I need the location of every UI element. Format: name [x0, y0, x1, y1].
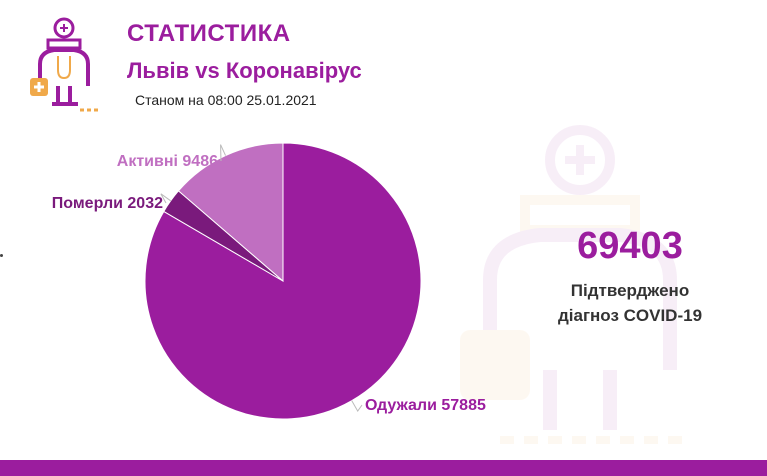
pie-slice-label: Активні 9486: [117, 153, 218, 170]
pie-slice: [177, 142, 284, 283]
caption-line-2: діагноз COVID-19: [557, 306, 703, 325]
as-of-date: Станом на 08:00 25.01.2021: [135, 92, 317, 108]
confirmed-caption: Підтверджено діагноз COVID-19: [530, 278, 730, 328]
pie-leader-line: [220, 144, 227, 162]
doctor-watermark-icon: [460, 125, 690, 444]
confirmed-total: 69403: [577, 225, 683, 267]
footer-bar: [0, 460, 767, 476]
pie-chart: Одужали 57885 Померли 2032 Активні 9486: [52, 142, 486, 420]
pie-slice-label: Померли 2032: [52, 195, 163, 212]
pie-leader-line: [351, 400, 363, 412]
doctor-logo-icon: [30, 17, 98, 112]
pie-slice-label: Одужали 57885: [365, 397, 486, 414]
pie-leader-line: [160, 193, 171, 204]
page-title: СТАТИСТИКА: [127, 20, 291, 47]
edge-dot: [0, 254, 3, 257]
page-subtitle: Львів vs Коронавірус: [127, 58, 362, 83]
caption-line-1: Підтверджено: [570, 281, 690, 300]
